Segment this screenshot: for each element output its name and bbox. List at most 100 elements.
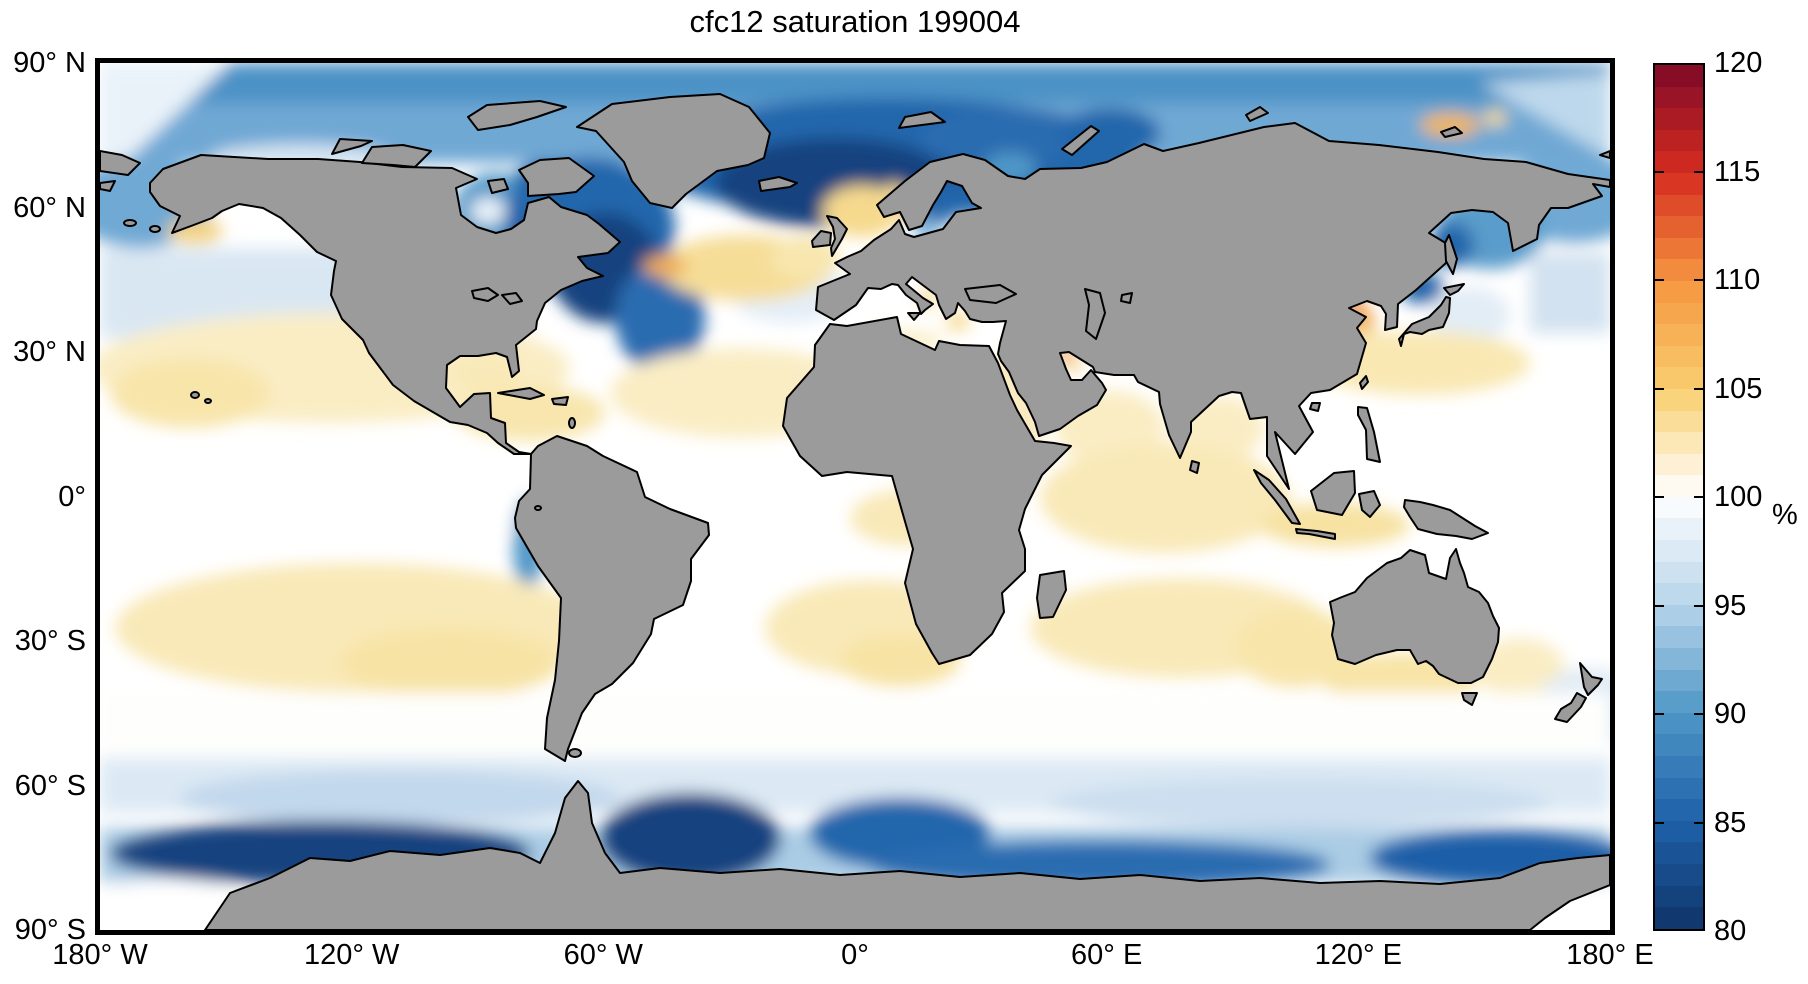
colorbar-band <box>1655 518 1703 541</box>
colorbar-band <box>1655 172 1703 195</box>
colorbar-band <box>1655 410 1703 433</box>
island-hispaniola <box>551 396 569 406</box>
landmass-eurasia <box>815 122 1611 490</box>
island-tasmania <box>1461 692 1478 706</box>
island-galapagos <box>534 505 542 511</box>
colorbar-band <box>1655 756 1703 778</box>
colorbar-band <box>1655 540 1703 562</box>
island-taiwan <box>1359 375 1369 390</box>
colorbar-band <box>1655 648 1703 670</box>
island-madagascar <box>1036 570 1067 619</box>
island-sicily <box>907 312 921 321</box>
colorbar-labels: 120 115 110 105 100 95 90 85 80 <box>1714 47 1804 947</box>
land-chukotka-west-edge <box>99 150 141 176</box>
lake-superior-outline <box>471 287 499 302</box>
colorbar-band <box>1655 561 1703 584</box>
island-antilles <box>568 417 576 429</box>
landmass-africa <box>782 316 1072 665</box>
colorbar-band <box>1655 345 1703 368</box>
lake-huron-outline <box>501 292 523 305</box>
island-sri-lanka <box>1189 460 1200 474</box>
island-philippines <box>1357 406 1381 463</box>
y-tick-label: 30° N <box>13 336 86 368</box>
y-tick-label: 0° <box>58 480 86 513</box>
island-java <box>1295 528 1336 540</box>
colorbar-tick-label: 80 <box>1714 915 1747 947</box>
colorbar-band <box>1655 475 1703 497</box>
landmass-north-america <box>149 154 621 455</box>
caspian-sea-outline <box>1084 288 1106 340</box>
aral-sea-outline <box>1120 292 1133 304</box>
island-sumatra <box>1253 469 1301 525</box>
island-britain <box>826 215 848 257</box>
island-hainan <box>1309 402 1321 412</box>
landmass-south-america <box>514 435 710 762</box>
colorbar-band <box>1655 907 1703 929</box>
colorbar-tick-label: 105 <box>1714 372 1763 405</box>
colorbar-band <box>1655 799 1703 821</box>
colorbar-band <box>1655 65 1703 87</box>
colorbar-band <box>1655 388 1703 411</box>
colorbar-band <box>1655 237 1703 260</box>
land-chukotka-west-edge2 <box>99 180 116 192</box>
landmass-greenland <box>576 93 771 209</box>
island-hawaii <box>190 391 200 399</box>
colorbar-band <box>1655 86 1703 109</box>
colorbar-band <box>1655 712 1703 735</box>
colorbar-band <box>1655 259 1703 281</box>
island-aleutian2 <box>149 225 161 233</box>
y-tick-label: 60° S <box>14 769 86 802</box>
colorbar-band <box>1655 669 1703 692</box>
y-tick-label: 30° S <box>14 625 86 657</box>
colorbar-band <box>1655 367 1703 389</box>
colorbar-band <box>1655 302 1703 325</box>
island-sulawesi <box>1358 490 1381 518</box>
colorbar-band <box>1655 280 1703 303</box>
colorbar-band <box>1655 129 1703 152</box>
island-falklands <box>568 748 582 758</box>
landmass-antarctica <box>204 780 1611 931</box>
island-severnaya-zemlya <box>1245 106 1269 122</box>
x-tick-label: 120° E <box>1314 939 1402 971</box>
colorbar <box>1653 63 1705 931</box>
island-new-siberian <box>1440 126 1463 138</box>
island-hokkaido <box>1443 283 1465 296</box>
map-plot-area <box>70 63 1650 936</box>
black-sea-outline <box>964 284 1017 304</box>
x-tick-label: 60° E <box>1071 939 1143 971</box>
landmasses <box>99 93 1611 931</box>
colorbar-band <box>1655 820 1703 843</box>
island-hawaii2 <box>204 398 212 404</box>
island-novaya-zemlya <box>1061 125 1100 156</box>
colorbar-unit-label: % <box>1772 499 1798 531</box>
landmass-australia <box>1329 548 1500 684</box>
colorbar-tick-label: 110 <box>1714 264 1761 296</box>
colorbar-band <box>1655 108 1703 130</box>
island-ireland <box>811 230 832 248</box>
x-tick-label: 180° E <box>1566 939 1654 971</box>
colorbar-band <box>1655 432 1703 454</box>
island-banks <box>331 138 373 155</box>
colorbar-band <box>1655 863 1703 886</box>
colorbar-band <box>1655 453 1703 476</box>
x-tick-label: 180° W <box>52 939 148 971</box>
x-tick-label: 60° W <box>563 939 643 971</box>
colorbar-band <box>1655 691 1703 713</box>
colorbar-band <box>1655 885 1703 908</box>
colorbar-tick-label: 100 <box>1714 481 1763 513</box>
y-tick-label: 90° S <box>14 914 86 946</box>
island-ellesmere <box>467 100 567 131</box>
island-southampton <box>487 178 509 194</box>
world-map <box>70 63 1650 936</box>
colorbar-band <box>1655 216 1703 238</box>
colorbar-band <box>1655 583 1703 605</box>
island-honshu-kyushu <box>1398 296 1451 347</box>
colorbar-tick-label: 120 <box>1714 47 1763 79</box>
island-aleutian1 <box>123 219 137 227</box>
island-nz-south <box>1554 692 1587 723</box>
colorbar-band <box>1655 734 1703 756</box>
plot-title: cfc12 saturation 199004 <box>689 4 1021 39</box>
y-tick-label: 60° N <box>13 191 86 224</box>
colorbar-tick-label: 85 <box>1714 806 1747 839</box>
